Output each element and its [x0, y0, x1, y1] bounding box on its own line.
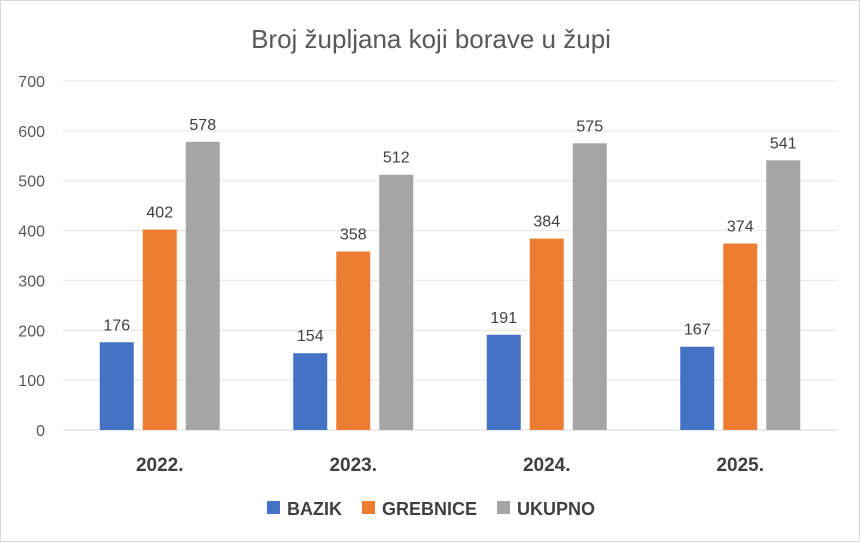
y-tick-label: 0: [36, 423, 45, 440]
x-tick-label: 2025.: [716, 455, 764, 476]
x-tick-label: 2024.: [523, 455, 571, 476]
legend: BAZIK GREBNICE UKUPNO: [266, 499, 595, 519]
data-label: 384: [533, 214, 560, 231]
bar-bazik-2024: [486, 334, 521, 430]
y-tick-label: 300: [18, 273, 45, 290]
bar-ukupno-2023: [379, 174, 414, 430]
bar-ukupno-2022: [185, 141, 220, 430]
y-tick-label: 200: [18, 323, 45, 340]
data-label: 154: [297, 328, 324, 345]
legend-label: GREBNICE: [382, 499, 477, 519]
data-label: 358: [340, 227, 367, 244]
bar-bazik-2022: [99, 342, 134, 430]
data-label: 575: [576, 118, 603, 135]
x-tick-label: 2022.: [136, 455, 184, 476]
x-axis-ticks: 2022. 2023. 2024. 2025.: [136, 455, 764, 476]
data-label: 578: [189, 117, 216, 134]
x-tick-label: 2023.: [329, 455, 377, 476]
data-label: 374: [727, 219, 754, 236]
data-label: 191: [490, 310, 517, 327]
y-axis-ticks: 0 100 200 300 400 500 600 700: [18, 74, 45, 440]
bar-grebnice-2023: [336, 251, 371, 430]
y-tick-label: 100: [18, 373, 45, 390]
data-label: 402: [146, 205, 173, 222]
bar-bazik-2023: [293, 353, 328, 430]
bar-grebnice-2022: [142, 229, 177, 430]
bars: [99, 141, 801, 431]
legend-swatch-ukupno: [497, 501, 510, 514]
y-tick-label: 500: [18, 174, 45, 191]
data-labels: 176 402 578 154 358 512 191 384 575 167 374 541: [103, 117, 796, 345]
data-label: 541: [770, 135, 797, 152]
chart-title: Broj župljana koji borave u župi: [251, 24, 611, 54]
data-label: 512: [383, 150, 410, 167]
bar-ukupno-2025: [766, 160, 801, 430]
y-tick-label: 400: [18, 224, 45, 241]
data-label: 176: [103, 317, 130, 334]
data-label: 167: [684, 322, 711, 339]
bar-grebnice-2025: [723, 243, 758, 430]
y-tick-label: 600: [18, 124, 45, 141]
y-tick-label: 700: [18, 74, 45, 91]
legend-label: BAZIK: [287, 499, 342, 519]
legend-label: UKUPNO: [517, 499, 595, 519]
bar-bazik-2025: [680, 346, 715, 430]
legend-swatch-bazik: [266, 501, 280, 514]
bar-grebnice-2024: [529, 238, 564, 430]
legend-swatch-grebnice: [361, 501, 375, 514]
bar-ukupno-2024: [572, 143, 607, 431]
gridlines: [63, 80, 837, 431]
